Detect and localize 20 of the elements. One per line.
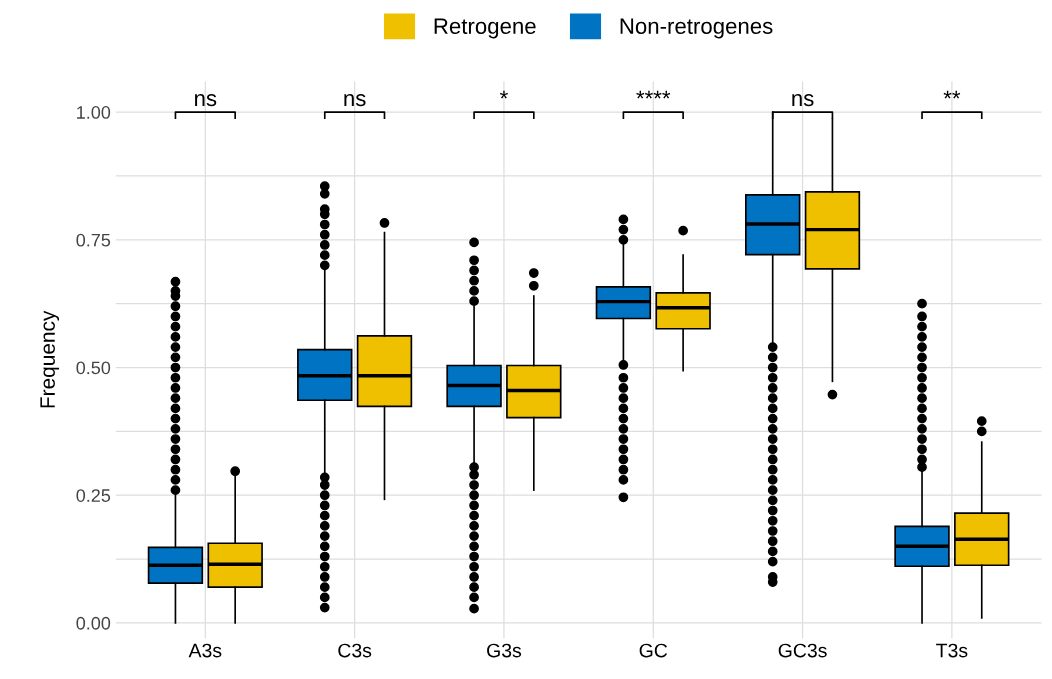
annotation: ns: [344, 94, 366, 107]
annotation: ns: [195, 94, 217, 107]
annotation: **: [943, 90, 961, 99]
x-tick-label: G3s: [487, 643, 522, 658]
y-tick-label: 0.50: [76, 361, 111, 375]
annotation: ns: [792, 94, 814, 107]
y-tick-label: 0.75: [76, 233, 111, 247]
y-tick-label: 0.00: [76, 616, 111, 630]
annotation: ****: [636, 90, 671, 99]
legend-label: Retrogene: [434, 18, 536, 39]
x-tick-label: T3s: [936, 643, 968, 658]
y-tick-label: 1.00: [77, 106, 111, 119]
y-axis-title: Frequency: [40, 310, 60, 408]
x-tick-label: GC: [639, 643, 668, 658]
annotation: *: [499, 90, 508, 99]
x-tick-label: C3s: [338, 643, 372, 658]
legend-label: Non-retrogenes: [620, 18, 773, 39]
x-tick-label: A3s: [188, 643, 222, 658]
x-tick-label: GC3s: [778, 643, 827, 658]
y-tick-label: 0.25: [76, 489, 111, 502]
